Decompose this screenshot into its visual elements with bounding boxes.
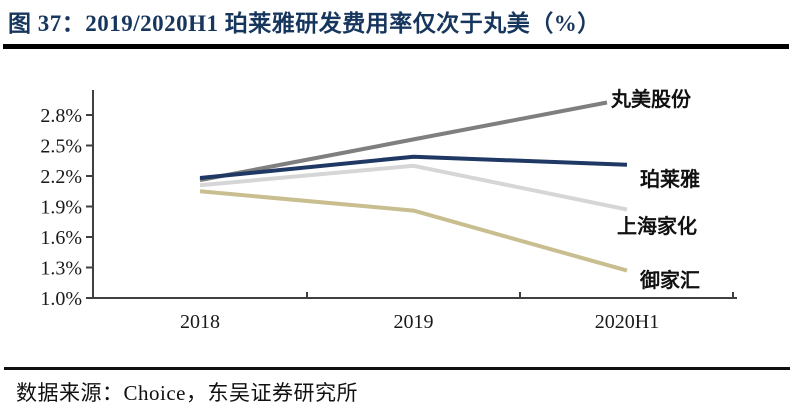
y-axis-tick-label: 1.9% bbox=[40, 197, 82, 219]
chart-svg: 2.8% 2.5% 2.2% 1.9% 1.6% 1.3% 1.0% 2018 2019 2020… bbox=[40, 87, 737, 333]
series-label-jahwa: 上海家化 bbox=[617, 214, 697, 238]
series-line-yujiahui bbox=[199, 189, 628, 273]
rd-expense-ratio-line-chart: 2.8% 2.5% 2.2% 1.9% 1.6% 1.3% 1.0% 2018 2019 2020… bbox=[40, 87, 737, 333]
series-label-yujiahui: 御家汇 bbox=[639, 268, 700, 292]
series-line-marubi bbox=[199, 100, 608, 183]
series-line-proya bbox=[199, 154, 628, 180]
data-source-note: 数据来源：Choice，东吴证券研究所 bbox=[16, 381, 358, 405]
y-axis-tick-label: 1.6% bbox=[40, 227, 82, 249]
title-rule bbox=[3, 44, 789, 49]
x-axis-label-2018: 2018 bbox=[180, 311, 220, 333]
series-label-proya: 珀莱雅 bbox=[640, 168, 700, 191]
footer-divider bbox=[4, 367, 790, 370]
y-axis-tick-label: 1.0% bbox=[40, 288, 82, 310]
x-axis-label-2019: 2019 bbox=[394, 311, 434, 333]
series-label-marubi: 丸美股份 bbox=[610, 87, 692, 111]
x-axis-label-2020H1: 2020H1 bbox=[595, 311, 659, 333]
y-axis-tick-label: 1.3% bbox=[40, 258, 82, 280]
figure-title: 图 37：2019/2020H1 珀莱雅研发费用率仅次于丸美（%） bbox=[8, 11, 601, 36]
y-axis-tick-label: 2.2% bbox=[40, 166, 82, 188]
y-axis-tick-label: 2.5% bbox=[40, 136, 82, 158]
y-axis-tick-label: 2.8% bbox=[40, 105, 82, 127]
series-line-jahwa bbox=[199, 163, 628, 212]
